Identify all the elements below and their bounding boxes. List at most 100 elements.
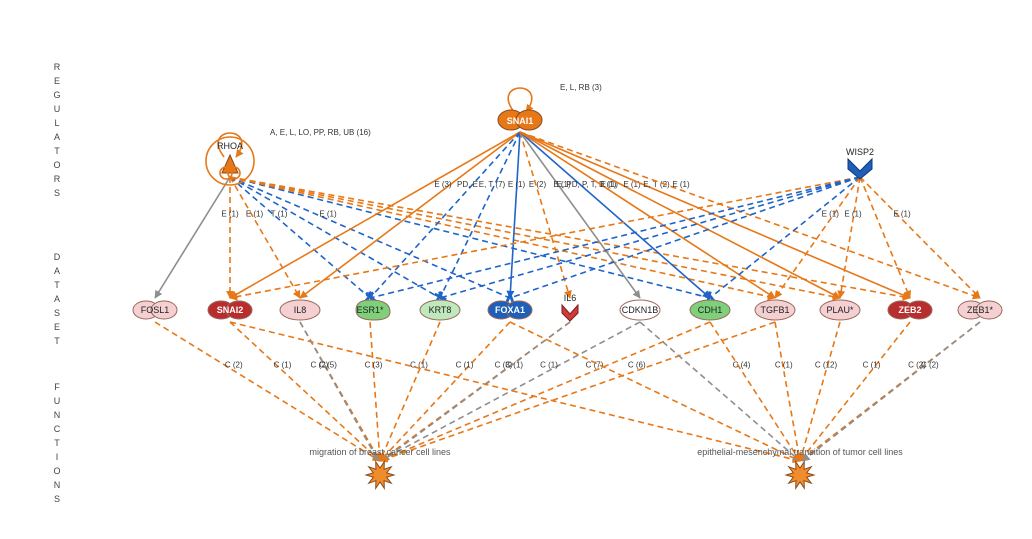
svg-text:F: F: [54, 382, 66, 392]
dataset-layer: FOSL1 SNAI2 IL8 ESR1* KRT8 FOXA1 IL6 CDKN1B CDH1…: [133, 293, 1002, 321]
edge: [230, 177, 300, 298]
svg-text:C (1): C (1): [505, 361, 523, 370]
edge: [802, 322, 980, 461]
edge: [510, 132, 520, 298]
svg-text:C (1): C (1): [775, 361, 793, 370]
edge: [155, 177, 230, 298]
gene-zeb2: ZEB2: [888, 301, 932, 319]
edge: [710, 177, 860, 298]
network-diagram: REGULATORSDATASETFUNCTIONSE (1)E (1)T (1…: [0, 0, 1032, 539]
gene-cdkn1b: CDKN1B: [620, 300, 660, 320]
svg-text:E (1): E (1): [508, 180, 526, 189]
svg-text:SNAI1: SNAI1: [507, 116, 534, 126]
svg-text:C (1): C (1): [863, 361, 881, 370]
gene-snai2: SNAI2: [208, 301, 252, 319]
gene-il8: IL8: [280, 300, 320, 320]
gear-icon: [366, 462, 394, 489]
edge: [840, 177, 860, 298]
svg-text:N: N: [54, 480, 67, 490]
svg-text:ESR1*: ESR1*: [356, 305, 384, 315]
svg-text:SNAI2: SNAI2: [217, 305, 244, 315]
svg-text:CDH1: CDH1: [698, 305, 723, 315]
gene-plau: PLAU*: [820, 300, 860, 320]
svg-text:ZEB2: ZEB2: [898, 305, 921, 315]
svg-text:E (1): E (1): [246, 209, 264, 218]
svg-text:A: A: [54, 266, 66, 276]
svg-text:epithelial-mesenchymal transit: epithelial-mesenchymal transition of tum…: [697, 447, 903, 457]
gene-fosl1: FOSL1: [133, 301, 177, 319]
svg-text:FOXA1: FOXA1: [495, 305, 525, 315]
edge: [440, 177, 860, 298]
svg-text:FOSL1: FOSL1: [141, 305, 170, 315]
edge: [300, 322, 378, 461]
svg-text:C (6): C (6): [628, 361, 646, 370]
svg-text:I: I: [56, 452, 65, 462]
svg-text:E (1): E (1): [319, 209, 337, 218]
edge: [640, 322, 800, 461]
svg-text:A: A: [54, 132, 66, 142]
svg-text:E (2): E (2): [529, 180, 547, 189]
svg-text:E (1): E (1): [221, 209, 239, 218]
svg-text:O: O: [53, 466, 66, 476]
svg-text:C (1): C (1): [456, 361, 474, 370]
svg-text:C (2): C (2): [225, 361, 243, 370]
functions-layer: migration of breast cancer cell lines epi…: [309, 447, 903, 488]
svg-text:IL8: IL8: [294, 305, 307, 315]
svg-text:IL6: IL6: [564, 293, 577, 303]
svg-text:KRT8: KRT8: [429, 305, 452, 315]
svg-text:TGFB1: TGFB1: [760, 305, 789, 315]
svg-text:C (3): C (3): [365, 361, 383, 370]
edge: [230, 177, 860, 298]
svg-text:N: N: [54, 410, 67, 420]
edge: [520, 132, 980, 298]
gene-cdh1: CDH1: [690, 300, 730, 320]
svg-text:S: S: [54, 494, 66, 504]
svg-text:E (3): E (3): [434, 180, 452, 189]
svg-text:S: S: [54, 188, 66, 198]
svg-text:E (1): E (1): [893, 209, 911, 218]
gene-il6: IL6: [562, 293, 578, 321]
svg-text:E (1): E (1): [623, 180, 641, 189]
svg-text:migration of breast cancer cel: migration of breast cancer cell lines: [309, 447, 451, 457]
svg-text:T: T: [54, 280, 66, 290]
svg-text:L: L: [54, 118, 65, 128]
edge: [520, 132, 840, 298]
svg-text:U: U: [54, 104, 67, 114]
svg-text:ZEB1*: ZEB1*: [967, 305, 994, 315]
edge: [380, 322, 510, 461]
svg-text:E, T (7): E, T (7): [479, 180, 506, 189]
svg-text:C (4): C (4): [733, 361, 751, 370]
svg-text:E, L, RB (3): E, L, RB (3): [560, 83, 602, 92]
edge: [155, 322, 380, 461]
edge: [800, 322, 910, 461]
gene-zeb1: ZEB1*: [958, 301, 1002, 319]
svg-text:T: T: [54, 438, 66, 448]
svg-text:E: E: [54, 322, 66, 332]
edge: [510, 322, 800, 461]
svg-text:PD, E: PD, E: [457, 180, 478, 189]
edge: [380, 322, 710, 461]
svg-text:RHOA: RHOA: [217, 141, 243, 151]
svg-text:T: T: [54, 146, 66, 156]
svg-text:C: C: [54, 424, 67, 434]
svg-text:E: E: [54, 76, 66, 86]
gene-krt8: KRT8: [420, 300, 460, 320]
edge: [520, 132, 775, 298]
svg-text:O: O: [53, 160, 66, 170]
svg-text:C (2): C (2): [921, 361, 939, 370]
svg-text:PLAU*: PLAU*: [826, 305, 854, 315]
svg-text:C (12): C (12): [815, 361, 838, 370]
edge: [800, 322, 840, 461]
svg-text:S: S: [54, 308, 66, 318]
edge: [370, 177, 860, 298]
svg-text:A, E, L, LO, PP, RB, UB (16): A, E, L, LO, PP, RB, UB (16): [270, 128, 371, 137]
regulator-snai1: E, L, RB (3) SNAI1: [498, 83, 602, 130]
edge: [860, 177, 980, 298]
edge: [370, 132, 520, 298]
function-node: migration of breast cancer cell lines: [309, 447, 451, 488]
svg-text:E (1): E (1): [672, 180, 690, 189]
gene-tgfb1: TGFB1: [755, 300, 795, 320]
edge: [380, 322, 775, 461]
edge: [370, 322, 380, 461]
svg-text:C (1): C (1): [274, 361, 292, 370]
